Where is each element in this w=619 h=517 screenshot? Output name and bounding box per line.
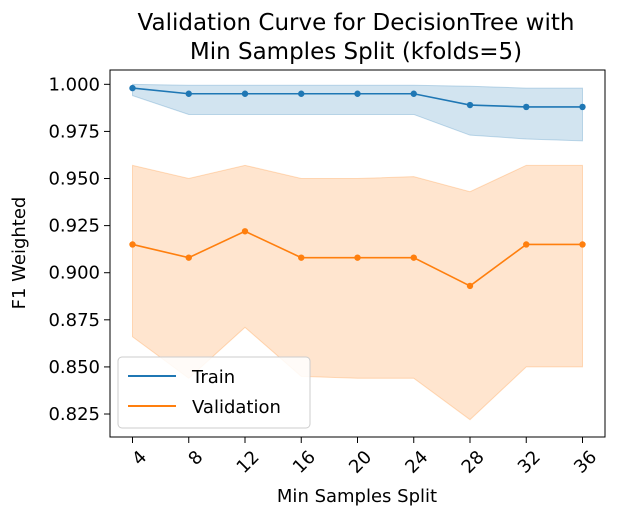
- validation-point: [410, 254, 417, 261]
- x-axis-label: Min Samples Split: [277, 486, 437, 507]
- train-point: [354, 90, 361, 97]
- y-tick-label: 1.000: [48, 74, 100, 95]
- series-points: [129, 84, 586, 290]
- legend-label-validation: Validation: [192, 397, 281, 418]
- x-tick-label: 36: [570, 447, 601, 478]
- x-tick-label: 16: [289, 447, 320, 478]
- train-point: [185, 90, 192, 97]
- y-tick-label: 0.875: [48, 310, 100, 331]
- y-tick-label: 0.825: [48, 404, 100, 425]
- legend: Train Validation: [117, 356, 311, 429]
- train-point: [579, 103, 586, 111]
- validation-point: [129, 241, 136, 248]
- validation-point: [523, 241, 530, 248]
- x-tick-label: 8: [184, 447, 207, 470]
- validation-point: [579, 241, 586, 248]
- y-tick-label: 0.900: [48, 263, 100, 284]
- validation-point: [354, 254, 361, 261]
- train-point: [298, 90, 305, 97]
- y-tick-label: 0.850: [48, 357, 100, 378]
- train-point: [129, 84, 136, 92]
- y-tick-label: 0.950: [48, 169, 100, 190]
- y-axis-ticks: 0.825 0.850 0.875 0.900 0.925 0.950 0.975 1.000: [48, 74, 110, 425]
- validation-point: [298, 254, 305, 261]
- x-tick-label: 12: [233, 447, 264, 478]
- train-point: [410, 90, 417, 97]
- x-tick-label: 24: [401, 447, 432, 478]
- chart-title-line2: Min Samples Split (kfolds=5): [190, 39, 522, 65]
- y-axis-label: F1 Weighted: [9, 197, 30, 310]
- legend-box: [117, 356, 311, 429]
- legend-label-train: Train: [191, 367, 235, 388]
- x-tick-label: 28: [458, 447, 489, 478]
- train-point: [523, 103, 530, 111]
- x-axis-ticks: 4 8 12 16 20 24 28 32 36: [128, 437, 601, 478]
- x-tick-label: 32: [514, 447, 545, 478]
- validation-point: [466, 282, 474, 290]
- x-tick-label: 20: [345, 447, 376, 478]
- x-tick-label: 4: [128, 447, 151, 470]
- train-point: [466, 101, 474, 109]
- chart-title-line1: Validation Curve for DecisionTree with: [138, 10, 575, 36]
- validation-point: [185, 254, 192, 261]
- train-band: [132, 83, 583, 142]
- train-point: [241, 90, 249, 97]
- y-tick-label: 0.925: [48, 216, 100, 237]
- y-tick-label: 0.975: [48, 121, 100, 142]
- validation-point: [241, 228, 249, 235]
